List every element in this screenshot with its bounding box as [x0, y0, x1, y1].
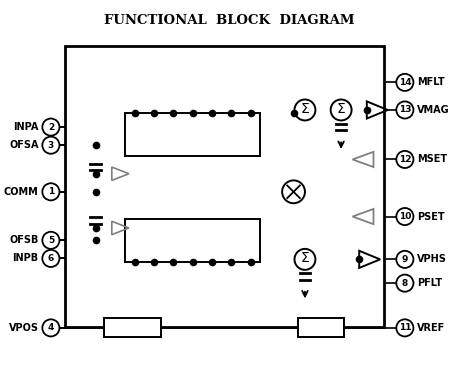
- Bar: [125, 113, 260, 156]
- Text: 2: 2: [48, 123, 54, 132]
- Text: (7 DETECTORS): (7 DETECTORS): [151, 241, 235, 252]
- Text: 14: 14: [399, 78, 411, 87]
- Text: AD8302: AD8302: [115, 51, 170, 64]
- Text: 60dB LOG AMPS: 60dB LOG AMPS: [148, 124, 237, 133]
- Text: 12: 12: [399, 155, 411, 164]
- Text: COMM: COMM: [4, 187, 39, 197]
- Text: 1: 1: [48, 187, 54, 196]
- Text: −: −: [340, 109, 351, 122]
- Text: VPHS: VPHS: [417, 255, 447, 264]
- Text: 10: 10: [399, 212, 411, 221]
- Text: 3: 3: [48, 141, 54, 150]
- Text: $\Sigma$: $\Sigma$: [300, 252, 310, 265]
- Text: PHASE: PHASE: [242, 181, 278, 191]
- Text: $\Sigma$: $\Sigma$: [300, 102, 310, 116]
- Text: +: +: [295, 99, 304, 109]
- Text: FUNCTIONAL  BLOCK  DIAGRAM: FUNCTIONAL BLOCK DIAGRAM: [104, 14, 354, 27]
- Text: MSET: MSET: [417, 155, 447, 164]
- Text: PFLT: PFLT: [417, 278, 442, 288]
- Text: VMAG: VMAG: [417, 105, 450, 115]
- Text: $\Sigma$: $\Sigma$: [336, 102, 346, 116]
- Text: 13: 13: [399, 106, 411, 114]
- Text: −: −: [305, 109, 315, 122]
- Text: −: −: [294, 247, 305, 260]
- Text: INPA: INPA: [13, 122, 39, 132]
- Text: OFSB: OFSB: [9, 235, 39, 245]
- Text: (7 DETECTORS): (7 DETECTORS): [151, 135, 235, 145]
- Text: 9: 9: [402, 255, 408, 264]
- Text: OFSA: OFSA: [9, 140, 39, 150]
- Text: VIDEO OUTPUT – A: VIDEO OUTPUT – A: [147, 102, 238, 111]
- Text: BIAS: BIAS: [119, 323, 146, 333]
- Text: +: +: [305, 260, 314, 270]
- Text: +: +: [331, 99, 340, 109]
- Text: 8: 8: [402, 279, 408, 288]
- Text: VIDEO OUTPUT – B: VIDEO OUTPUT – B: [148, 264, 238, 273]
- Bar: [298, 318, 344, 337]
- Text: VREF: VREF: [417, 323, 445, 333]
- Text: PSET: PSET: [417, 212, 445, 221]
- Text: VPOS: VPOS: [9, 323, 39, 333]
- Bar: [104, 318, 161, 337]
- Text: 60dB LOG AMPS: 60dB LOG AMPS: [148, 230, 237, 240]
- Text: MFLT: MFLT: [417, 77, 445, 87]
- Text: 5: 5: [48, 236, 54, 245]
- Text: 1.8V: 1.8V: [313, 308, 333, 317]
- Text: 4: 4: [48, 323, 54, 332]
- Text: 6: 6: [48, 254, 54, 263]
- Bar: [125, 220, 260, 262]
- Text: x3: x3: [314, 323, 328, 333]
- Text: 11: 11: [399, 323, 411, 332]
- Bar: [65, 46, 384, 327]
- Text: INPB: INPB: [12, 253, 39, 264]
- Text: DETECTOR: DETECTOR: [221, 193, 278, 203]
